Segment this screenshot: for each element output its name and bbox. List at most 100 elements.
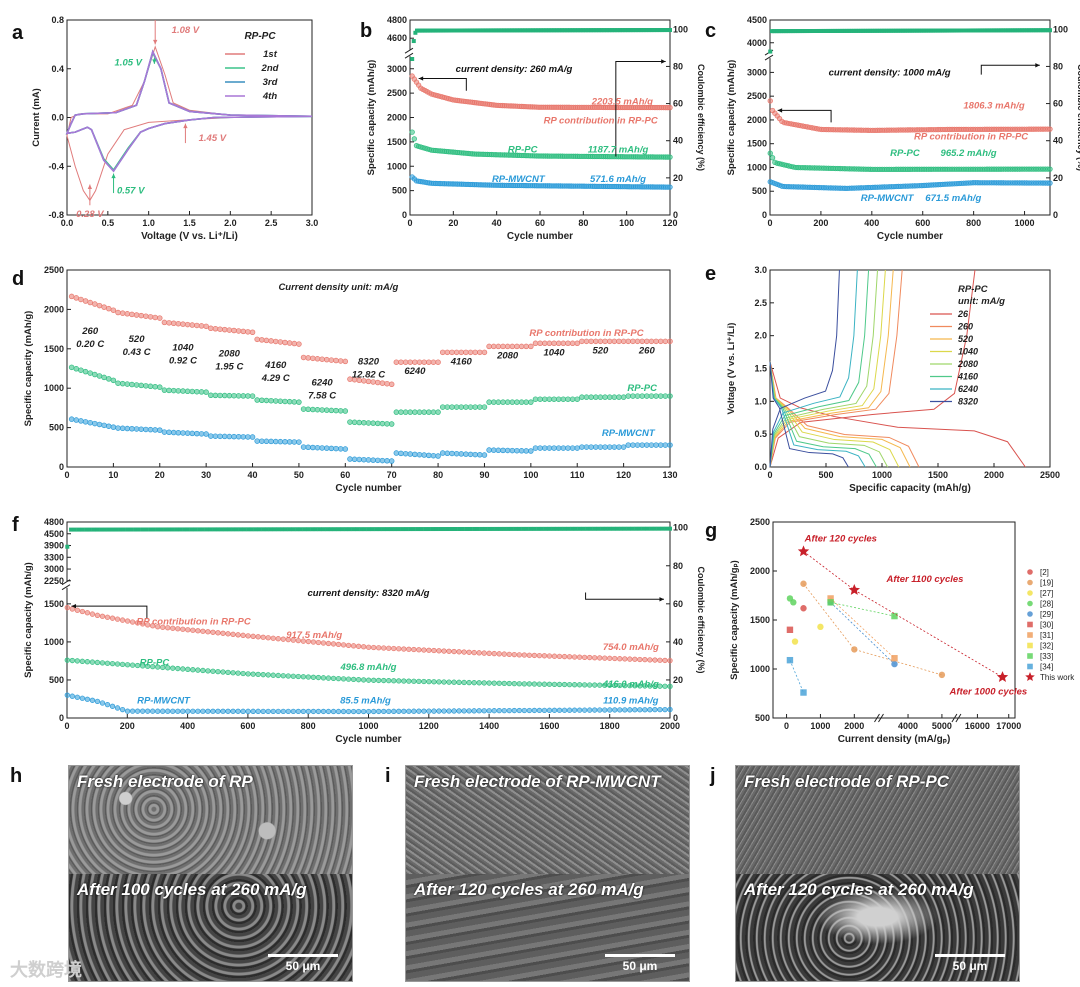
data-point: [371, 644, 377, 651]
arrow: [71, 605, 148, 620]
data-point: [195, 667, 201, 673]
ce-point: [234, 527, 239, 532]
annotation: RP-MWCNT: [492, 174, 546, 185]
data-point: [412, 451, 418, 458]
rate-label: 4160: [450, 356, 473, 367]
data-point: [491, 680, 497, 686]
data-point: [220, 708, 226, 714]
annotation: RP contribution in RP-PC: [914, 132, 1028, 143]
x-tick-label: 100: [523, 470, 538, 480]
data-point: [84, 696, 91, 702]
ce-point: [144, 527, 149, 532]
series-rp-pc: [64, 657, 673, 689]
x-tick-label: 17000: [996, 721, 1021, 731]
data-point: [275, 708, 281, 715]
data-point: [500, 447, 506, 454]
data-point: [541, 681, 548, 687]
data-point: [82, 368, 89, 375]
series-coulombic-efficiency: [65, 526, 672, 549]
sem-fresh-rp-mwcnt: Fresh electrode of RP-MWCNT: [406, 766, 689, 875]
data-point: [210, 708, 216, 714]
data-point: [310, 674, 317, 680]
data-point: [342, 446, 349, 452]
data-point: [444, 450, 451, 457]
data-point: [581, 707, 588, 713]
legend-label: [33]: [1040, 652, 1053, 661]
data-point: [630, 393, 636, 399]
y-tick-label: 2000: [750, 566, 770, 576]
x-tick-label: 40: [492, 218, 502, 228]
ce-point: [242, 527, 247, 532]
data-point: [272, 398, 279, 404]
data-point: [653, 393, 659, 399]
marker-square: [891, 612, 898, 620]
data-point: [555, 445, 562, 451]
arrowhead-icon: [71, 603, 77, 609]
discharge-curve: [769, 361, 849, 468]
data-point: [337, 358, 344, 364]
y2-tick-label: 20: [673, 173, 683, 183]
data-point: [662, 706, 668, 713]
data-point: [152, 383, 158, 390]
data-point: [593, 394, 599, 400]
panel-letter-d: d: [12, 268, 25, 290]
ce-point: [377, 527, 382, 532]
data-point: [291, 399, 298, 405]
data-point: [542, 396, 548, 402]
data-point: [384, 380, 390, 387]
x-tick-label: 60: [340, 470, 350, 480]
data-point: [175, 665, 181, 672]
data-point: [504, 447, 511, 454]
ce-point: [227, 527, 232, 532]
data-point: [501, 651, 507, 657]
x-tick-label: 50: [294, 470, 304, 480]
series-this-work: [797, 545, 1009, 682]
legend-title: RP-PC: [958, 284, 988, 295]
data-point: [477, 404, 483, 410]
data-point: [560, 445, 567, 451]
data-point: [300, 674, 307, 680]
data-point: [430, 409, 437, 415]
data-point: [272, 438, 279, 445]
data-point: [537, 445, 543, 451]
data-point: [583, 394, 590, 400]
data-point: [139, 708, 146, 714]
y-axis-label: Specific capacity (mAh/gₚ): [729, 560, 740, 680]
data-point: [175, 708, 181, 714]
data-point: [449, 349, 455, 356]
data-point: [574, 445, 580, 451]
data-point: [365, 420, 372, 426]
annotation: 1.45 V: [199, 133, 227, 144]
ce-point: [182, 527, 187, 532]
data-point: [73, 295, 80, 301]
x-tick-label: 1.5: [183, 218, 196, 228]
x-tick-label: 80: [578, 218, 588, 228]
data-point: [99, 613, 106, 619]
y-tick-label: 1500: [44, 599, 64, 609]
legend-label: 4160: [957, 372, 978, 382]
data-point: [435, 359, 441, 365]
annotation: After 1100 cycles: [886, 574, 964, 585]
ce-point: [539, 526, 544, 531]
y-tick-label: 1000: [387, 161, 407, 171]
y-tick-label: 2500: [44, 265, 64, 275]
marker-square: [1027, 621, 1033, 628]
data-point: [220, 630, 226, 636]
ce-point: [80, 527, 85, 532]
ce-point: [280, 527, 285, 532]
data-point: [194, 430, 200, 437]
data-point: [73, 417, 80, 423]
data-point: [607, 682, 613, 688]
y-tick-label: 3300: [44, 552, 64, 562]
data-point: [129, 311, 135, 318]
y2-tick-label: 60: [673, 599, 683, 609]
x-axis-label: Cycle number: [507, 231, 573, 242]
ce-point: [328, 527, 333, 532]
x-tick-label: 2500: [1040, 470, 1060, 480]
data-point: [592, 682, 598, 688]
series--28-: [786, 595, 797, 606]
x-tick-label: 0: [784, 721, 789, 731]
data-point: [282, 398, 288, 405]
data-point: [370, 457, 376, 463]
data-point: [161, 429, 168, 435]
